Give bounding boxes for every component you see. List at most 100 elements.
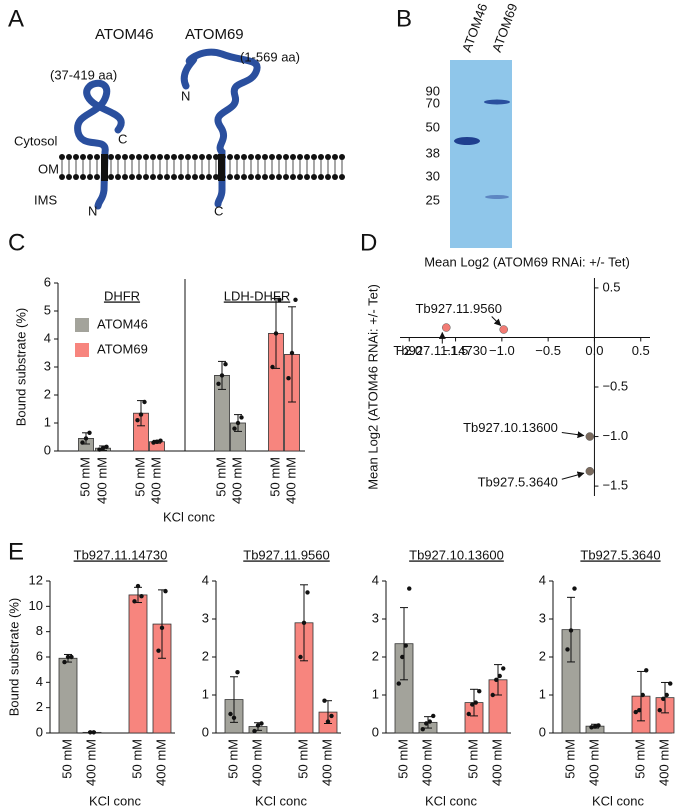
gel-band <box>484 99 510 105</box>
lipid-head <box>185 154 191 160</box>
data-point <box>62 659 67 665</box>
data-point <box>420 727 425 732</box>
x-axis-title: KCl conc <box>425 793 478 808</box>
panel-letter: C <box>8 229 25 256</box>
point-label: Tb927.11.9560 <box>415 301 502 316</box>
y-tick-label: 8 <box>36 623 43 638</box>
y-tick-label: 6 <box>44 274 51 289</box>
lipid-head <box>94 174 100 180</box>
data-point <box>87 430 92 435</box>
lipid-head <box>87 154 93 160</box>
x-tick-label: 50 mM <box>562 739 577 779</box>
data-point <box>228 711 233 717</box>
data-point <box>470 702 475 707</box>
lipid-head <box>311 174 317 180</box>
y-axis-title: Bound substrate (%) <box>6 598 21 717</box>
y-tick-label: 0.5 <box>602 279 620 294</box>
data-point <box>497 673 502 679</box>
scatter-point <box>585 432 595 441</box>
data-point <box>88 730 93 735</box>
lipid-head <box>248 154 254 160</box>
lipid-head <box>136 154 142 160</box>
data-point <box>589 725 594 730</box>
x-tick-label: 50 mM <box>632 739 647 779</box>
x-tick-label: 50 mM <box>295 739 310 779</box>
annotation-arrow <box>491 316 502 327</box>
lipid-head <box>325 154 331 160</box>
x-tick-label: 0.5 <box>632 343 650 358</box>
lipid-head <box>185 174 191 180</box>
data-point <box>305 590 310 595</box>
data-point <box>466 711 471 717</box>
lipid-head <box>73 154 79 160</box>
data-point <box>633 709 638 715</box>
lipid-head <box>73 174 79 180</box>
y-tick-label: −0.5 <box>602 378 628 393</box>
lipid-head <box>129 174 135 180</box>
compartment-label: IMS <box>34 192 57 207</box>
x-tick-label: 50 mM <box>59 739 74 779</box>
data-point <box>568 628 574 633</box>
y-tick-label: 6 <box>36 648 43 663</box>
scatter-point <box>499 325 508 334</box>
y-tick-label: 3 <box>539 610 546 625</box>
lipid-head <box>276 174 282 180</box>
lipid-head <box>262 154 268 160</box>
lipid-head <box>227 154 233 160</box>
lipid-head <box>66 174 72 180</box>
lipid-head <box>311 154 317 160</box>
data-point <box>473 700 478 705</box>
group-label: DHFR <box>104 288 140 303</box>
lipid-head <box>241 154 247 160</box>
x-tick-label: −1.5 <box>443 343 469 358</box>
y-tick-label: 2 <box>372 648 379 663</box>
data-point <box>289 350 295 356</box>
data-point <box>293 297 298 302</box>
data-point <box>239 415 244 420</box>
data-point <box>322 698 327 703</box>
y-tick-label: −1.0 <box>602 428 628 443</box>
data-point <box>501 666 506 671</box>
lipid-head <box>192 154 198 160</box>
scatter-point <box>442 323 451 332</box>
protein-atom69 <box>180 48 261 208</box>
protein-atom46 <box>74 79 125 210</box>
lipid-head <box>276 154 282 160</box>
lipid-head <box>248 174 254 180</box>
panel-letter: A <box>8 5 24 32</box>
data-point <box>158 438 163 443</box>
residue-range: (37-419 aa) <box>50 67 117 82</box>
lipid-head <box>199 154 205 160</box>
y-tick-label: 4 <box>44 330 51 345</box>
group-label: LDH-DHFR <box>224 288 290 303</box>
data-point <box>231 715 237 720</box>
legend-swatch <box>75 343 89 357</box>
lipid-head <box>178 174 184 180</box>
y-tick-label: 4 <box>36 674 43 689</box>
lipid-head <box>192 174 198 180</box>
point-label: Tb927.10.13600 <box>463 420 558 435</box>
y-tick-label: 3 <box>44 358 51 373</box>
data-point <box>494 677 499 682</box>
data-point <box>596 723 601 728</box>
terminus-label: C <box>118 131 127 146</box>
chart-title: Mean Log2 (ATOM69 RNAi: +/- Tet) <box>424 254 630 269</box>
gel-band <box>485 195 509 199</box>
x-tick-label: 400 mM <box>319 739 334 786</box>
gel-band <box>454 137 480 145</box>
lane-label: ATOM46 <box>459 1 490 54</box>
data-point <box>565 647 570 652</box>
lipid-head <box>283 154 289 160</box>
data-point <box>329 713 334 719</box>
y-tick-label: −1.5 <box>602 478 628 493</box>
y-tick-label: 2 <box>202 648 209 663</box>
data-point <box>661 696 666 701</box>
lipid-head <box>304 174 310 180</box>
x-tick-label: 400 mM <box>148 457 163 504</box>
lipid-head <box>59 154 65 160</box>
data-point <box>640 692 645 698</box>
lipid-head <box>143 174 149 180</box>
data-point <box>644 668 649 673</box>
